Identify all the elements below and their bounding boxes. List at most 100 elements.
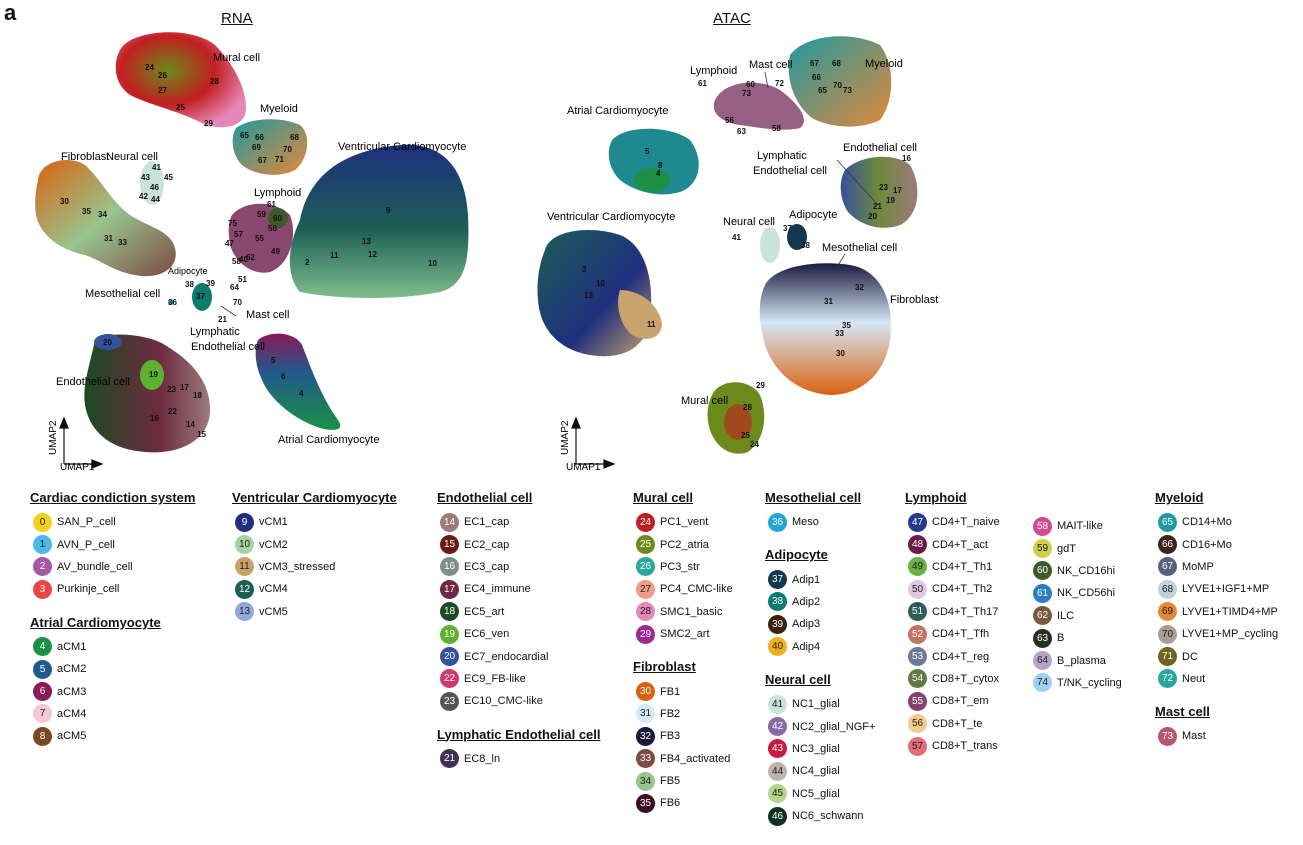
legend-label: NC5_glial (792, 787, 840, 800)
legend-label: FB6 (660, 797, 681, 810)
atac-label: Ventricular Cardiomyocyte (547, 211, 675, 223)
rna-cluster-number: 44 (151, 195, 160, 204)
legend-group-title: Neural cell (765, 671, 831, 687)
legend-item: 38 Adip2 (768, 591, 875, 613)
legend-swatch: 12 (235, 579, 254, 599)
legend-swatch: 58 (1033, 516, 1052, 536)
legend-swatch: 31 (636, 704, 655, 724)
legend-item: 25 PC2_atria (636, 533, 733, 555)
legend-label: NC4_glial (792, 765, 840, 778)
legend-swatch: 39 (768, 614, 787, 634)
legend-swatch: 60 (1033, 561, 1052, 581)
atac-label: Fibroblast (890, 294, 938, 306)
atac-cluster-lymphoid (713, 82, 804, 130)
legend-item: 64 B_plasma (1033, 649, 1122, 671)
atac-cluster-number: 25 (741, 431, 750, 440)
atac-cluster-number: 61 (698, 79, 707, 88)
legend-item: 19 EC6_ven (440, 623, 601, 645)
legend-swatch: 52 (908, 624, 927, 644)
legend-swatch: 18 (440, 602, 459, 622)
rna-cluster-number: 5 (271, 356, 276, 365)
rna-cluster-number: 37 (196, 292, 205, 301)
legend-label: vCM1 (259, 516, 288, 529)
rna-cluster-number: 46 (150, 183, 159, 192)
legend-swatch: 50 (908, 579, 927, 599)
atac-cluster-number: 13 (584, 291, 593, 300)
legend-group-title: Mast cell (1155, 704, 1210, 720)
legend-item: 59 gdT (1033, 537, 1122, 559)
legend-swatch: 71 (1158, 647, 1177, 667)
legend-label: gdT (1057, 542, 1076, 555)
legend-swatch: 34 (636, 771, 655, 791)
atac-cluster-number: 73 (843, 86, 852, 95)
legend-item: 27 PC4_CMC-like (636, 578, 733, 600)
atac-cluster-atrial (608, 128, 699, 195)
atac-cluster-number: 5 (645, 147, 650, 156)
rna-cluster-number: 29 (204, 119, 213, 128)
legend-swatch: 29 (636, 624, 655, 644)
legend-label: MAIT-like (1057, 520, 1103, 533)
legend-column: Myeloid 65 CD14+Mo 66 CD16+Mo 67 MoMP 68 LYVE1+I… (1155, 490, 1278, 762)
legend-swatch: 54 (908, 669, 927, 689)
rna-cluster-adipocyte (192, 283, 212, 311)
legend-item: 40 Adip4 (768, 636, 875, 658)
legend-swatch: 4 (33, 637, 52, 657)
legend-label: NC6_schwann (792, 810, 864, 823)
atac-cluster-neural (760, 227, 780, 263)
legend-item: 32 FB3 (636, 725, 733, 747)
legend-item: 51 CD4+T_Th17 (908, 601, 1000, 623)
atac-label: Lymphoid (690, 65, 737, 77)
cell-type-legend: Cardiac condiction system 0 SAN_P_cell 1 AVN… (0, 490, 1303, 845)
legend-swatch: 53 (908, 647, 927, 667)
legend-swatch: 26 (636, 557, 655, 577)
rna-cluster-number: 28 (210, 77, 219, 86)
legend-label: CD16+Mo (1182, 538, 1232, 551)
atac-umap2-label: UMAP2 (560, 420, 571, 455)
atac-label: Atrial Cardiomyocyte (567, 105, 668, 117)
legend-swatch: 66 (1158, 535, 1177, 555)
umap-plots: Mural cell Myeloid Neural cell Fibroblas… (35, 32, 938, 470)
legend-item: 72 Neut (1158, 668, 1278, 690)
atac-label: Lymphatic (757, 150, 807, 162)
rna-cluster-number: 65 (240, 131, 249, 140)
rna-cluster-number: 47 (225, 239, 234, 248)
legend-label: aCM2 (57, 663, 87, 676)
legend-label: T/NK_cycling (1057, 676, 1122, 689)
legend-group-title: Mesothelial cell (765, 490, 862, 505)
legend-swatch: 57 (908, 736, 927, 756)
rna-cluster-number: 58 (232, 257, 241, 266)
legend-swatch: 62 (1033, 606, 1052, 626)
rna-label: Myeloid (260, 103, 298, 115)
legend-swatch: 51 (908, 602, 927, 622)
legend-group: Atrial Cardiomyocyte 4 aCM1 5 aCM2 6 aCM3 7 aCM4… (30, 615, 195, 748)
rna-cluster-number: 35 (82, 207, 91, 216)
rna-label: Ventricular Cardiomyocyte (338, 141, 466, 153)
rna-cluster-number: 30 (60, 197, 69, 206)
atac-umap1-label: UMAP1 (566, 462, 601, 470)
legend-swatch: 25 (636, 535, 655, 555)
legend-column: Mural cell 24 PC1_vent 25 PC2_atria 26 PC3_str… (633, 490, 733, 829)
legend-swatch: 17 (440, 579, 459, 599)
legend-label: FB2 (660, 707, 681, 720)
rna-cluster-number: 10 (428, 259, 437, 268)
legend-group: Adipocyte 37 Adip1 38 Adip2 39 Adip3 40 Adip4 (765, 547, 875, 658)
rna-cluster-number: 42 (139, 192, 148, 201)
legend-item: 2 AV_bundle_cell (33, 556, 195, 578)
rna-cluster-number: 70 (233, 298, 242, 307)
rna-cluster-number: 17 (180, 383, 189, 392)
rna-umap2-label: UMAP2 (48, 420, 59, 455)
atac-label: Mesothelial cell (822, 242, 897, 254)
legend-label: CD4+T_Th2 (932, 583, 993, 596)
legend-label: EC1_cap (464, 516, 510, 529)
legend-item: 21 EC8_ln (440, 748, 601, 770)
legend-item: 30 FB1 (636, 680, 733, 702)
rna-cluster-number: 4 (299, 389, 304, 398)
rna-label: Mural cell (213, 52, 260, 64)
legend-item: 17 EC4_immune (440, 578, 601, 600)
legend-swatch: 67 (1158, 557, 1177, 577)
legend-label: EC6_ven (464, 628, 510, 641)
legend-label: AV_bundle_cell (57, 560, 133, 573)
legend-label: EC10_CMC-like (464, 695, 543, 708)
legend-group-title: Atrial Cardiomyocyte (30, 614, 161, 630)
